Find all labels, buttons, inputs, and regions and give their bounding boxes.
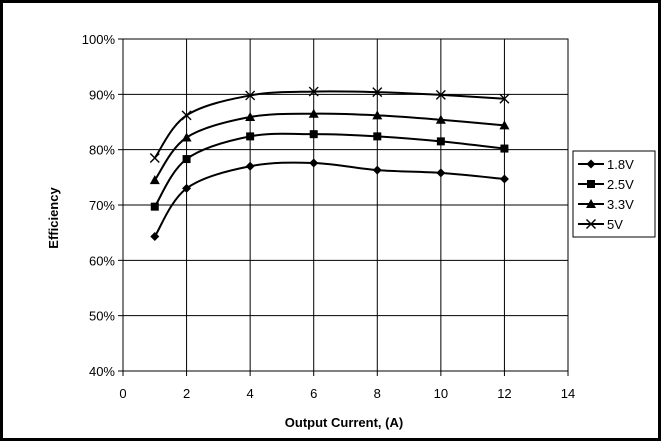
data-point-2-5v [373,132,382,141]
series-2-5v [150,130,509,211]
data-point-5v [181,110,192,121]
legend-label-2-5v: 2.5V [607,177,634,192]
y-tick-label: 90% [89,87,115,102]
data-point-5v [149,152,160,163]
data-point-3-3v [245,112,256,122]
legend-marker-5v [586,219,596,229]
legend: 1.8V 2.5V 3.3V 5V [572,150,656,238]
data-point-1-8v [309,158,319,168]
x-marker-stroke [372,87,383,98]
x-tick-label: 14 [561,386,575,401]
x-marker-stroke [308,86,319,97]
legend-marker-2-5v [587,180,595,188]
data-point-1-8v [436,168,446,178]
series-5v [149,86,510,163]
series-1-8v [150,158,509,242]
legend-label-1-8v: 1.8V [607,157,634,172]
x-tick-label: 6 [310,386,317,401]
legend-marker-3-3v [586,199,596,208]
legend-box [572,150,656,238]
legend-marker-1-8v [586,159,596,169]
x-marker-stroke [586,219,596,229]
x-tick-label: 8 [374,386,381,401]
y-axis-title: Efficiency [46,187,61,249]
x-tick-label: 0 [119,386,126,401]
x-marker-stroke [181,110,192,121]
x-marker-stroke [149,152,160,163]
x-marker-stroke [245,90,256,101]
y-tick-label: 50% [89,309,115,324]
data-point-3-3v [435,114,446,124]
series-3-3v [149,108,510,185]
series-layer [149,86,510,242]
data-point-3-3v [181,132,192,142]
data-point-1-8v [499,174,509,184]
legend-item-5v: 5V [578,217,623,232]
y-tick-label: 80% [89,143,115,158]
y-tick-label: 40% [89,364,115,379]
y-tick-label: 60% [89,253,115,268]
legend-item-3-3v: 3.3V [578,197,634,212]
x-tick-label: 2 [183,386,190,401]
data-point-5v [499,93,510,104]
legend-label-5v: 5V [607,217,623,232]
data-point-5v [435,89,446,100]
legend-item-2-5v: 2.5V [578,177,634,192]
data-point-1-8v [372,165,382,175]
data-point-3-3v [149,175,160,185]
data-point-1-8v [150,232,160,242]
x-marker-stroke [435,89,446,100]
legend-item-1-8v: 1.8V [578,157,634,172]
x-axis-title: Output Current, (A) [285,415,403,430]
data-point-2-5v [182,155,191,164]
data-point-3-3v [499,120,510,130]
y-tick-label: 100% [82,32,116,47]
data-point-2-5v [436,137,445,146]
data-point-5v [245,90,256,101]
legend-label-3-3v: 3.3V [607,197,634,212]
x-tick-label: 10 [434,386,448,401]
x-tick-label: 12 [497,386,511,401]
data-point-2-5v [309,130,318,139]
y-tick-label: 70% [89,198,115,213]
data-point-5v [372,87,383,98]
tick-layer: 0 2 4 6 8 10 12 14 40% 50% 60% 70% 80% 90% 100% [82,32,575,401]
grid-layer [123,39,568,371]
data-point-2-5v [500,144,509,153]
data-point-2-5v [246,132,255,141]
data-point-1-8v [245,161,255,171]
data-point-2-5v [150,202,159,211]
data-point-3-3v [372,110,383,120]
data-point-5v [308,86,319,97]
x-tick-label: 4 [247,386,254,401]
data-point-1-8v [182,183,192,193]
x-marker-stroke [499,93,510,104]
data-point-3-3v [308,108,319,118]
